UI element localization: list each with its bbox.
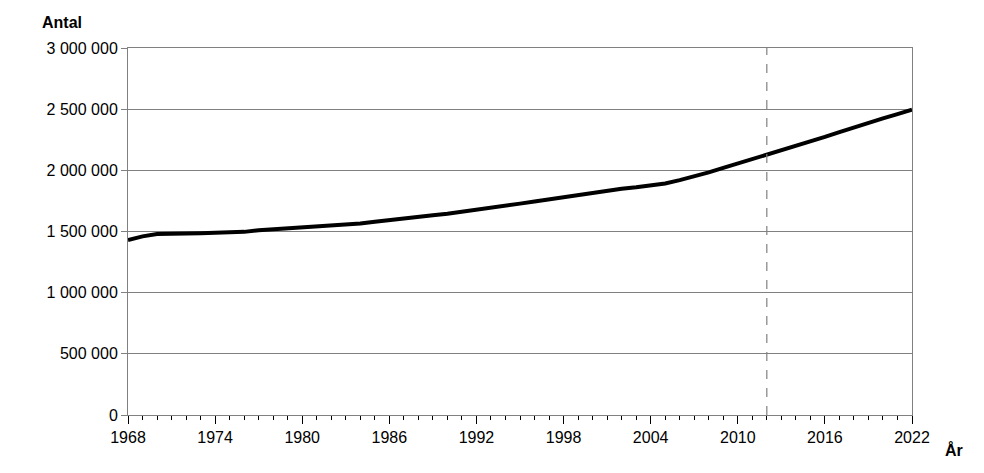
svg-text:500 000: 500 000 — [60, 345, 118, 362]
svg-text:0: 0 — [109, 407, 118, 424]
svg-text:1 000 000: 1 000 000 — [47, 284, 118, 301]
svg-text:2004: 2004 — [633, 429, 669, 446]
svg-text:3 000 000: 3 000 000 — [47, 40, 118, 57]
svg-text:1992: 1992 — [459, 429, 495, 446]
svg-text:1998: 1998 — [546, 429, 582, 446]
svg-text:2022: 2022 — [894, 429, 930, 446]
svg-text:1986: 1986 — [372, 429, 408, 446]
svg-text:2 000 000: 2 000 000 — [47, 162, 118, 179]
svg-text:2016: 2016 — [807, 429, 843, 446]
svg-text:År: År — [945, 441, 963, 459]
svg-text:1980: 1980 — [284, 429, 320, 446]
svg-text:2010: 2010 — [720, 429, 756, 446]
svg-text:1974: 1974 — [197, 429, 233, 446]
svg-text:1 500 000: 1 500 000 — [47, 223, 118, 240]
svg-text:Antal: Antal — [42, 14, 82, 31]
svg-text:2 500 000: 2 500 000 — [47, 101, 118, 118]
svg-text:1968: 1968 — [110, 429, 146, 446]
